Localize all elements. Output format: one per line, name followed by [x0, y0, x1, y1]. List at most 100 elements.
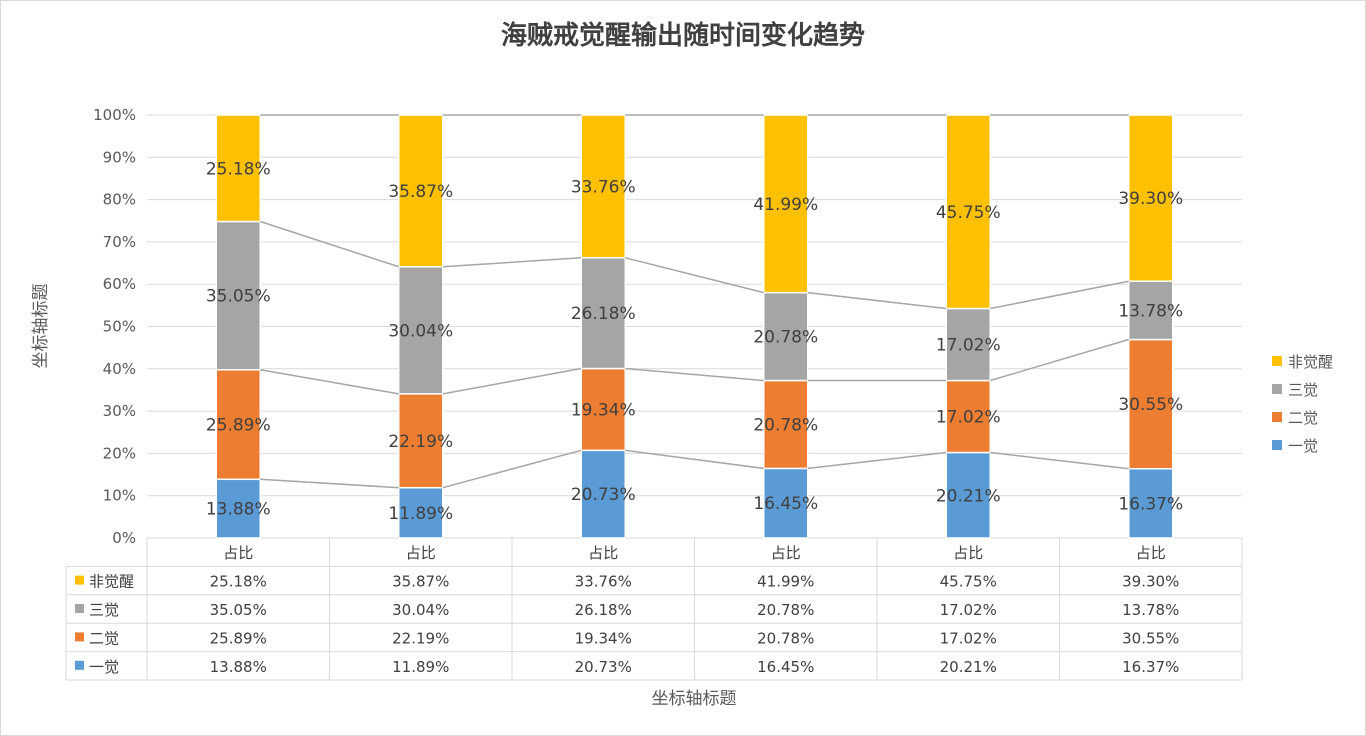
data-label: 20.78%	[753, 415, 818, 435]
table-cell: 22.19%	[392, 629, 449, 647]
series-line	[260, 220, 399, 268]
bar-segment	[945, 114, 991, 310]
bar-segment	[945, 379, 991, 454]
table-cell: 11.89%	[392, 658, 449, 676]
series-line	[990, 280, 1129, 310]
table-legend-key	[75, 604, 84, 613]
bar-segment	[763, 467, 809, 539]
table-cell: 20.78%	[757, 629, 814, 647]
bar-segment	[215, 369, 261, 481]
series-line	[260, 478, 399, 489]
table-row-label: 一觉	[89, 658, 119, 676]
table-header: 占比	[588, 544, 618, 562]
table-cell: 30.55%	[1122, 629, 1179, 647]
table-cell: 45.75%	[940, 573, 997, 591]
data-label: 25.18%	[206, 159, 271, 179]
table-cell: 33.76%	[575, 573, 632, 591]
y-tick-label: 90%	[103, 148, 136, 166]
data-label: 16.45%	[753, 494, 818, 514]
y-tick-label: 40%	[103, 360, 136, 378]
data-label: 33.76%	[571, 177, 636, 197]
data-label: 19.34%	[571, 400, 636, 420]
data-label: 17.02%	[936, 336, 1001, 356]
table-cell: 20.73%	[575, 658, 632, 676]
data-label: 22.19%	[388, 432, 453, 452]
bar-segment	[763, 114, 809, 294]
y-axis-title: 坐标轴标题	[31, 284, 51, 369]
data-label: 35.87%	[388, 182, 453, 202]
table-cell: 16.37%	[1122, 658, 1179, 676]
table-cell: 35.05%	[210, 601, 267, 619]
data-label: 30.55%	[1118, 395, 1183, 415]
series-line	[807, 291, 947, 310]
y-tick-label: 10%	[103, 487, 136, 505]
data-label: 16.37%	[1118, 494, 1183, 514]
bar-segment	[1128, 338, 1174, 470]
series-line	[625, 449, 764, 470]
series-lines	[260, 114, 1129, 489]
table-cell: 35.87%	[392, 573, 449, 591]
y-tick-label: 100%	[93, 106, 136, 124]
table-legend-key	[75, 575, 84, 585]
series-line	[625, 257, 764, 294]
y-tick-label: 0%	[112, 529, 136, 547]
legend-label: 三觉	[1288, 381, 1318, 399]
table-cell: 30.04%	[392, 601, 449, 619]
data-label: 17.02%	[936, 408, 1001, 428]
data-label: 30.04%	[388, 321, 453, 341]
series-line	[625, 367, 764, 382]
table-header: 占比	[223, 544, 253, 562]
data-label: 26.18%	[571, 304, 636, 324]
series-line	[442, 449, 582, 489]
bar-segment	[398, 266, 444, 395]
bar-segment	[580, 367, 626, 452]
table-row-label: 三觉	[89, 601, 119, 619]
bar-segment	[945, 307, 991, 382]
data-label: 35.05%	[206, 287, 271, 307]
legend-key	[1272, 440, 1282, 450]
table-header: 占比	[771, 544, 801, 562]
y-tick-label: 70%	[103, 233, 136, 251]
data-label: 13.78%	[1118, 301, 1183, 321]
table-legend-key	[75, 660, 84, 670]
data-label: 45.75%	[936, 203, 1001, 223]
data-label: 13.88%	[206, 500, 271, 520]
table-cell: 25.89%	[210, 629, 267, 647]
table-cell: 20.78%	[757, 601, 814, 619]
bar-segment	[398, 393, 444, 489]
legend-label: 一觉	[1288, 437, 1318, 455]
series-line	[260, 369, 399, 395]
data-labels: 13.88% 25.89% 35.05% 25.18% 11.89% 22.19% 30.0…	[206, 159, 1183, 524]
data-label: 11.89%	[388, 504, 453, 524]
bar-segment	[398, 486, 444, 539]
table-cell: 13.88%	[210, 658, 267, 676]
table-cell: 39.30%	[1122, 573, 1179, 591]
bar-segment	[580, 257, 626, 370]
series-line	[442, 367, 582, 395]
y-axis-ticks: 0% 10% 20% 30% 40% 50% 60% 70% 80% 90% 100%	[93, 106, 136, 547]
bar-segment	[1128, 468, 1174, 539]
series-line	[442, 257, 582, 268]
bar-segment	[215, 478, 261, 539]
y-tick-label: 50%	[103, 318, 136, 336]
table-row-label: 二觉	[89, 629, 119, 647]
bar-segment	[1128, 280, 1174, 341]
y-tick-label: 30%	[103, 402, 136, 420]
series-line	[807, 451, 947, 470]
y-tick-label: 60%	[103, 275, 136, 293]
bar-segment	[580, 449, 626, 539]
table-cell: 20.21%	[940, 658, 997, 676]
table-cell: 26.18%	[575, 601, 632, 619]
bar-segment	[215, 114, 261, 223]
data-label: 25.89%	[206, 416, 271, 436]
table-cell: 13.78%	[1122, 601, 1179, 619]
legend-key	[1272, 384, 1282, 394]
legend-label: 非觉醒	[1288, 353, 1333, 371]
bar-segment	[398, 114, 444, 268]
legend-key	[1272, 412, 1282, 422]
table-cell: 41.99%	[757, 573, 814, 591]
table-row-label: 非觉醒	[89, 573, 134, 591]
table-header: 占比	[953, 544, 983, 562]
